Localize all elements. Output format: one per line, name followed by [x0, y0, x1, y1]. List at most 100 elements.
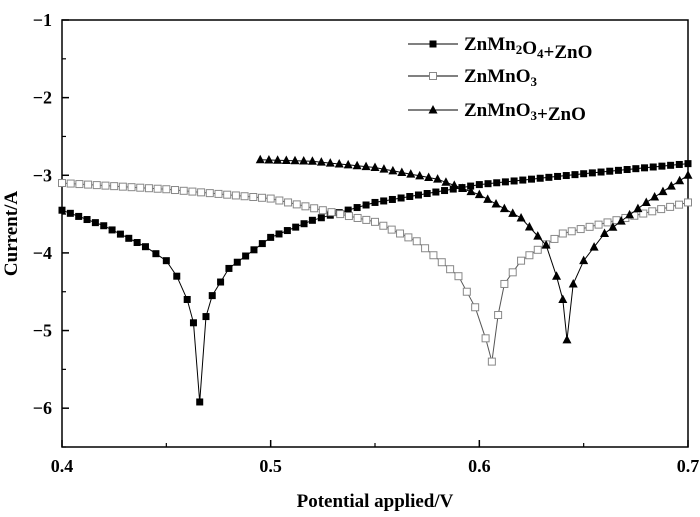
marker-filled-square: [388, 195, 396, 203]
marker-filled-triangle: [397, 167, 407, 176]
marker-filled-triangle: [552, 271, 562, 280]
marker-open-square: [101, 181, 110, 190]
marker-filled-square: [308, 216, 316, 224]
marker-filled-square: [183, 295, 191, 303]
marker-filled-triangle: [541, 240, 551, 249]
marker-open-square: [421, 244, 430, 253]
marker-filled-square: [519, 176, 527, 184]
marker-filled-square: [267, 233, 275, 241]
marker-filled-square: [344, 206, 352, 214]
marker-open-square: [437, 258, 446, 267]
marker-filled-square: [202, 313, 210, 321]
marker-filled-square: [554, 172, 562, 180]
marker-filled-square: [162, 257, 170, 265]
marker-open-square: [446, 265, 455, 274]
legend-label: ZnMnO3+ZnO: [464, 100, 586, 125]
marker-filled-square: [649, 163, 657, 171]
marker-open-square: [371, 217, 379, 226]
marker-filled-triangle: [562, 334, 572, 344]
marker-filled-square: [133, 239, 141, 247]
marker-filled-square: [152, 250, 160, 258]
marker-filled-triangle: [474, 189, 484, 199]
marker-filled-square: [432, 188, 440, 196]
series-0: [58, 160, 692, 406]
marker-filled-square: [317, 214, 325, 222]
marker-filled-square: [536, 174, 544, 182]
marker-filled-square: [283, 227, 291, 235]
marker-open-square: [275, 196, 284, 205]
x-axis-title: Potential applied/V: [297, 491, 454, 512]
marker-filled-triangle: [273, 155, 283, 164]
marker-open-square: [576, 225, 585, 234]
legend-subscript: 2: [516, 42, 523, 57]
marker-filled-triangle: [499, 203, 509, 213]
marker-filled-square: [623, 166, 631, 174]
marker-open-square: [639, 209, 648, 218]
marker-open-square: [429, 251, 438, 260]
marker-open-square: [567, 227, 576, 236]
marker-open-square: [481, 334, 490, 343]
legend-label: ZnMn2O4+ZnO: [464, 34, 592, 63]
marker-open-square: [162, 185, 171, 194]
marker-filled-square: [510, 177, 518, 185]
marker-open-square: [318, 206, 327, 215]
marker-filled-triangle: [683, 170, 693, 179]
marker-open-square: [344, 212, 353, 221]
marker-filled-triangle: [316, 157, 326, 166]
marker-filled-triangle: [508, 208, 518, 217]
marker-open-square: [84, 180, 93, 189]
marker-filled-triangle: [343, 159, 353, 169]
legend-subscript: 3: [531, 74, 538, 89]
marker-open-square: [594, 220, 603, 229]
marker-filled-triangle: [406, 169, 416, 178]
marker-filled-square: [414, 191, 422, 199]
marker-open-square: [284, 198, 293, 207]
marker-open-square: [387, 225, 396, 234]
marker-open-square: [110, 182, 119, 191]
marker-filled-square: [571, 171, 579, 179]
series-layer: [58, 154, 693, 406]
marker-filled-square: [233, 258, 241, 266]
marker-open-square: [249, 193, 258, 202]
marker-filled-square: [353, 204, 361, 212]
marker-open-square: [292, 200, 301, 209]
marker-filled-square: [66, 209, 74, 217]
marker-filled-square: [667, 161, 675, 169]
marker-open-square: [558, 229, 567, 238]
marker-filled-square: [675, 160, 683, 168]
marker-filled-triangle: [441, 177, 451, 186]
marker-open-square: [675, 200, 684, 209]
marker-open-square: [310, 204, 319, 213]
marker-open-square: [171, 186, 180, 195]
marker-filled-triangle: [568, 278, 578, 288]
marker-open-square: [75, 180, 84, 189]
marker-filled-triangle: [516, 212, 526, 222]
marker-filled-triangle: [428, 105, 438, 114]
legend-label: ZnMnO3: [464, 66, 538, 89]
marker-open-square: [205, 189, 214, 198]
series-1: [58, 179, 692, 366]
marker-filled-square: [493, 179, 501, 187]
y-axis-title: Current/A: [1, 191, 22, 276]
marker-filled-triangle: [415, 170, 425, 180]
legend-text-part: ZnMn: [464, 34, 516, 55]
marker-filled-square: [100, 222, 108, 230]
marker-filled-triangle: [458, 183, 468, 192]
marker-filled-triangle: [370, 162, 380, 172]
marker-open-square: [301, 202, 310, 211]
y-tick-label: −1: [33, 10, 52, 30]
marker-filled-square: [406, 192, 414, 200]
legend-subscript: 4: [537, 46, 544, 61]
marker-filled-square: [362, 201, 370, 209]
marker-filled-triangle: [483, 194, 493, 203]
marker-filled-square: [501, 178, 509, 186]
marker-open-square: [179, 186, 188, 195]
marker-filled-triangle: [616, 216, 626, 225]
marker-filled-square: [641, 164, 649, 172]
marker-filled-square: [189, 319, 197, 327]
marker-filled-triangle: [625, 209, 635, 219]
marker-filled-triangle: [379, 164, 389, 173]
marker-filled-square: [83, 216, 91, 224]
x-tick-label: 0.7: [677, 456, 700, 476]
